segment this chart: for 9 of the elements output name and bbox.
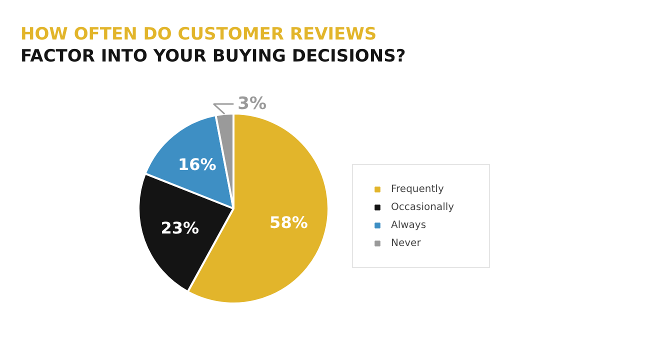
data-label: 3%: [238, 94, 266, 114]
legend-label: Always: [391, 219, 428, 231]
legend-label: Never: [391, 237, 422, 249]
chart-title: HOW OFTEN DO CUSTOMER REVIEWS FACTOR INTO YOUR BUYING DECISIONS?: [20, 24, 406, 66]
data-label: 16%: [178, 155, 216, 174]
legend-label: Frequently: [391, 183, 445, 195]
data-label: 58%: [270, 213, 308, 232]
data-label: 23%: [160, 218, 200, 238]
legend-label: Occasionally: [391, 201, 456, 213]
